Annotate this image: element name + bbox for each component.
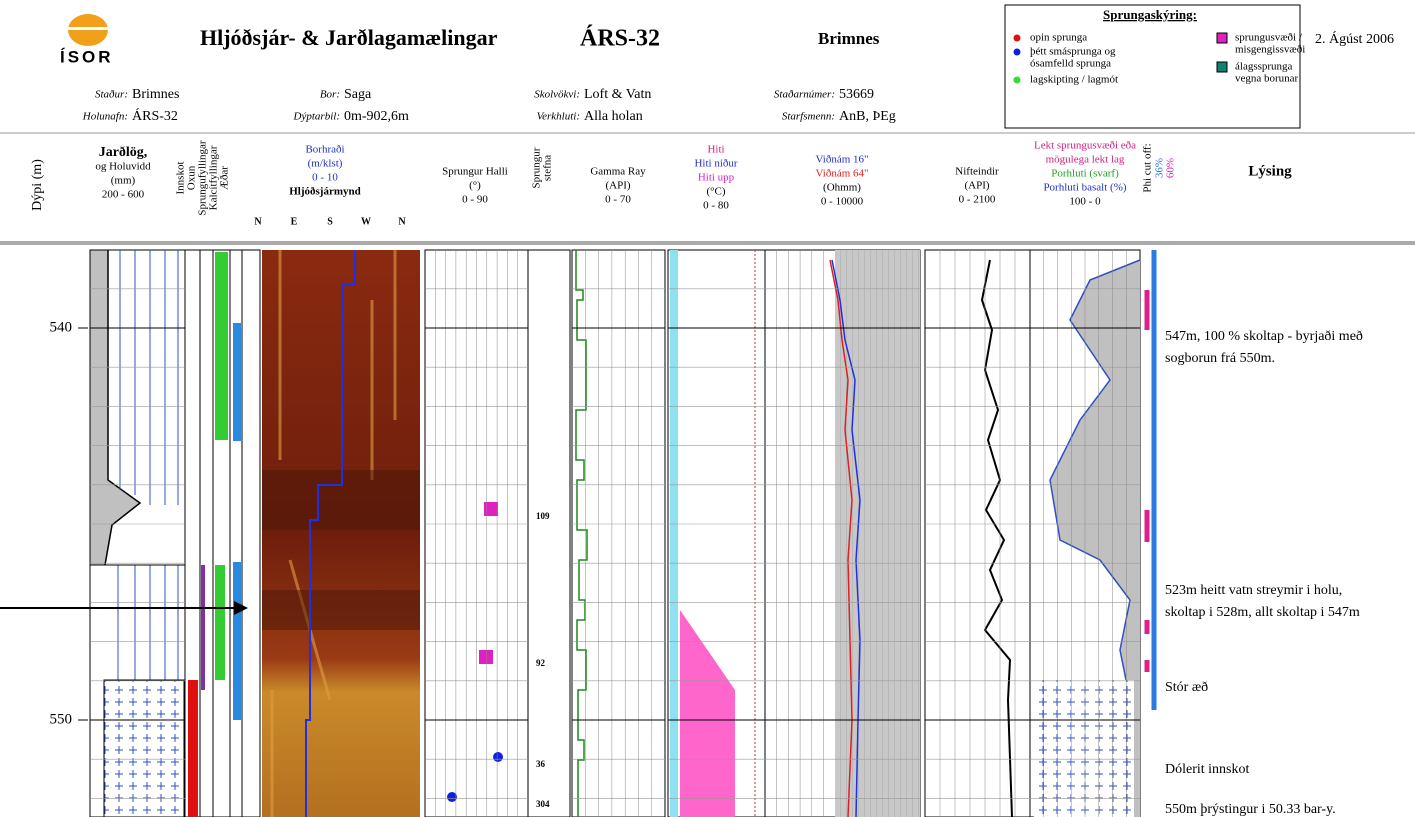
column-header: Phi cut off:	[1142, 143, 1154, 192]
legend-marker	[1014, 77, 1021, 84]
compass-label: N	[254, 216, 262, 227]
column-header: 0 - 70	[605, 194, 631, 206]
compass-label: N	[398, 216, 406, 227]
column-header: Borhraði	[305, 144, 344, 156]
legend-label: opin sprunga	[1030, 32, 1087, 44]
header: ÍSOR Hljóðsjár- & Jarðlagamælingar ÁRS-3…	[0, 5, 1415, 243]
field-value: ÁRS-32	[132, 107, 178, 124]
description: skoltap i 528m, allt skoltap i 547m	[1165, 605, 1360, 620]
column-header: stefna	[542, 155, 554, 181]
description: sogborun frá 550m.	[1165, 351, 1275, 366]
column-header: Dýpi (m)	[30, 159, 45, 211]
well-log: ÍSOR Hljóðsjár- & Jarðlagamælingar ÁRS-3…	[0, 0, 1415, 817]
fracture	[447, 792, 457, 802]
field-value: Alla holan	[584, 109, 643, 124]
title: Hljóðsjár- & Jarðlagamælingar	[200, 25, 498, 50]
column-header: (Ohmm)	[823, 182, 861, 194]
column-header: Nifteindir	[955, 166, 999, 178]
legend-marker	[1217, 33, 1227, 43]
fracture-zone	[479, 650, 493, 664]
field-label: Starfsmenn:	[782, 111, 835, 123]
column-header: 200 - 600	[102, 189, 145, 201]
description: Stór æð	[1165, 680, 1208, 695]
field-label: Verkhluti:	[537, 111, 580, 123]
column-header: 0 - 10000	[821, 196, 864, 208]
column-header: Sprungur Halli	[442, 166, 508, 178]
legend-label: álagssprunga	[1235, 61, 1293, 73]
fracture-azimuth: 36	[536, 759, 546, 769]
column-header: 0 - 80	[703, 200, 729, 212]
compass-label: S	[327, 216, 333, 227]
field-value: Saga	[344, 87, 372, 102]
depth-label: 540	[50, 319, 73, 335]
column-header: (API)	[964, 180, 989, 192]
tracks	[0, 250, 1154, 817]
column-header: (mm)	[111, 175, 136, 187]
description: 550m þrýstingur i 50.33 bar-y.	[1165, 802, 1336, 817]
legend-title: Sprungaskýring:	[1103, 7, 1197, 22]
column-header: Porhluti (svarf)	[1051, 168, 1119, 180]
compass-label: E	[291, 216, 298, 227]
field-label: Staður:	[95, 89, 128, 101]
fracture-zone	[484, 502, 498, 516]
field-value: Brimnes	[132, 87, 179, 102]
column-header: 60%	[1165, 158, 1177, 178]
column-header: Lýsing	[1248, 163, 1292, 179]
column-header: 0 - 90	[462, 194, 488, 206]
column-header: 100 - 0	[1069, 196, 1101, 208]
field-value: 53669	[839, 87, 874, 102]
column-header: Hiti	[707, 144, 724, 156]
description: 523m heitt vatn streymir i holu,	[1165, 583, 1342, 598]
legend-label: vegna borunar	[1235, 73, 1299, 85]
depth-label: 550	[50, 711, 73, 727]
column-header: Gamma Ray	[590, 166, 646, 178]
logo: ÍSOR	[60, 47, 114, 66]
description: Dólerit innskot	[1165, 762, 1249, 777]
column-header: (API)	[605, 180, 630, 192]
field-label: Dýptarbil:	[293, 111, 340, 123]
column-header: 0 - 10	[312, 172, 338, 184]
legend-marker	[1014, 35, 1021, 42]
legend-label: lagskipting / lagmót	[1030, 74, 1118, 86]
column-header: Porhluti basalt (%)	[1043, 182, 1126, 194]
column-header: og Holuvidd	[95, 161, 151, 173]
column-header: Hiti niður	[694, 158, 737, 170]
legend-label: sprungusvæði /	[1235, 32, 1303, 44]
fracture-azimuth: 109	[536, 511, 550, 521]
legend-label: þétt smásprunga og	[1030, 46, 1116, 58]
field-label: Bor:	[320, 89, 340, 101]
fracture	[493, 752, 503, 762]
field-label: Skolvökvi:	[534, 89, 580, 101]
column-header: (m/klst)	[308, 158, 343, 170]
location: Brimnes	[818, 29, 880, 48]
legend-marker	[1217, 62, 1227, 72]
legend-label: misgengissvæði	[1235, 44, 1305, 56]
legend-label: ósamfelld sprunga	[1030, 58, 1111, 70]
fracture-azimuth: 92	[536, 658, 546, 668]
column-header: Lekt sprungusvæði eða	[1034, 140, 1136, 152]
fracture-azimuth: 304	[536, 799, 550, 809]
description: 547m, 100 % skoltap - byrjaði með	[1165, 329, 1363, 344]
column-header: (°C)	[706, 186, 725, 198]
column-header: (°)	[469, 180, 481, 192]
column-header: Viðnám 64"	[815, 168, 868, 180]
column-header: Viðnám 16"	[815, 154, 868, 166]
column-header: Hiti upp	[698, 172, 735, 184]
field-label: Staðarnúmer:	[774, 89, 835, 101]
field-value: Loft & Vatn	[584, 87, 651, 102]
field-value: AnB, ÞEg	[839, 109, 896, 124]
field-value: 0m-902,6m	[344, 109, 409, 124]
well-name: ÁRS-32	[580, 26, 660, 52]
column-header: Hljóðsjármynd	[289, 186, 361, 198]
legend-marker	[1014, 49, 1021, 56]
compass-label: W	[361, 216, 371, 227]
column-header: Æðar	[219, 166, 231, 190]
field-label: Holunafn:	[82, 111, 128, 123]
column-header: Jarðlög,	[99, 144, 148, 160]
date: 2. Ágúst 2006	[1315, 30, 1394, 47]
column-header: 0 - 2100	[959, 194, 996, 206]
column-header: mögulega lekt lag	[1046, 154, 1125, 166]
